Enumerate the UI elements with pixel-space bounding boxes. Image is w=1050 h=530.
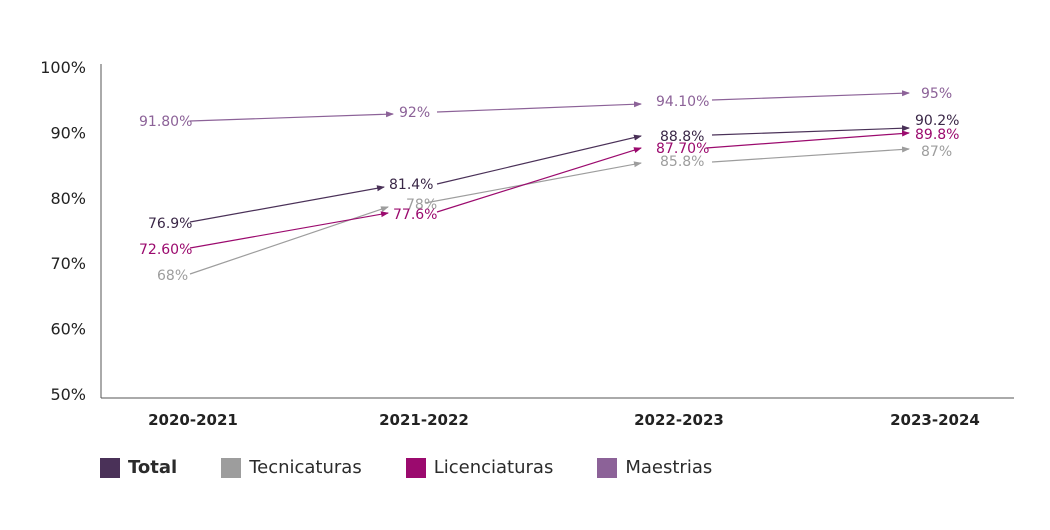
data-label-total: 76.9% (148, 216, 192, 232)
series-tecnicaturas-segment (189, 206, 389, 275)
series-maestrias-segment (436, 101, 642, 113)
data-label-total: 88.8% (660, 129, 704, 145)
series-maestrias (189, 90, 910, 122)
series-layer (189, 90, 910, 275)
data-label-tecnicaturas: 78% (406, 197, 437, 213)
y-tick-label: 80% (50, 189, 86, 208)
data-label-maestrias: 94.10% (656, 94, 709, 110)
legend-swatch-maestrias (597, 457, 618, 478)
series-maestrias-segment (711, 90, 910, 101)
data-label-tecnicaturas: 87% (921, 144, 952, 160)
series-licenciaturas-segment (705, 130, 910, 149)
legend-item-total: Total (100, 457, 177, 478)
data-label-maestrias: 91.80% (139, 114, 192, 130)
y-tick-label: 90% (50, 123, 86, 142)
x-tick-label: 2023-2024 (890, 411, 980, 429)
legend-item-licenciaturas: Licenciaturas (405, 457, 554, 478)
y-tick-label: 60% (50, 320, 86, 339)
series-tecnicaturas (189, 146, 910, 275)
data-label-maestrias: 95% (921, 86, 952, 102)
series-licenciaturas (189, 130, 910, 249)
series-total-segment (711, 125, 910, 136)
legend-label-total: Total (128, 457, 178, 478)
x-tick-label: 2022-2023 (634, 411, 724, 429)
data-label-total: 90.2% (915, 113, 959, 129)
series-total-segment (189, 185, 385, 223)
y-tick-label: 50% (50, 385, 86, 404)
y-tick-label: 100% (40, 58, 86, 77)
series-maestrias-segment (189, 111, 394, 122)
data-label-total: 81.4% (389, 177, 433, 193)
data-label-maestrias: 92% (399, 105, 430, 121)
data-label-tecnicaturas: 85.8% (660, 154, 704, 170)
series-tecnicaturas-segment (711, 146, 910, 163)
data-label-licenciaturas: 72.60% (139, 242, 192, 258)
legend-item-maestrias: Maestrias (597, 457, 712, 478)
legend-swatch-licenciaturas (405, 457, 426, 478)
series-total-segment (436, 134, 642, 185)
legend-item-tecnicaturas: Tecnicaturas (221, 457, 362, 478)
legend-swatch-total (100, 457, 120, 478)
data-label-tecnicaturas: 68% (157, 268, 188, 284)
y-tick-label: 70% (50, 254, 86, 273)
data-label-licenciaturas: 87.70% (656, 141, 709, 157)
series-licenciaturas-segment (436, 147, 642, 213)
data-labels: 76.9% 81.4% 88.8% 90.2% 68% 78% 85.8% 87% 72.60%… (139, 86, 959, 284)
legend-label-maestrias: Maestrias (625, 457, 713, 478)
x-tick-label: 2021-2022 (379, 411, 469, 429)
series-tecnicaturas-segment (424, 161, 642, 204)
series-licenciaturas-segment (189, 211, 389, 249)
x-tick-label: 2020-2021 (148, 411, 238, 429)
series-total (189, 125, 910, 223)
x-tick-labels: 2020-2021 2021-2022 2022-2023 2023-2024 (148, 411, 980, 429)
legend-label-licenciaturas: Licenciaturas (433, 457, 554, 478)
y-tick-labels: 50% 60% 70% 80% 90% 100% (40, 58, 86, 404)
data-label-licenciaturas: 89.8% (915, 127, 959, 143)
legend: Total Tecnicaturas Licenciaturas Maestri… (100, 457, 756, 478)
data-label-licenciaturas: 77.6% (393, 207, 437, 223)
legend-swatch-tecnicaturas (221, 457, 242, 478)
legend-label-tecnicaturas: Tecnicaturas (249, 457, 362, 478)
